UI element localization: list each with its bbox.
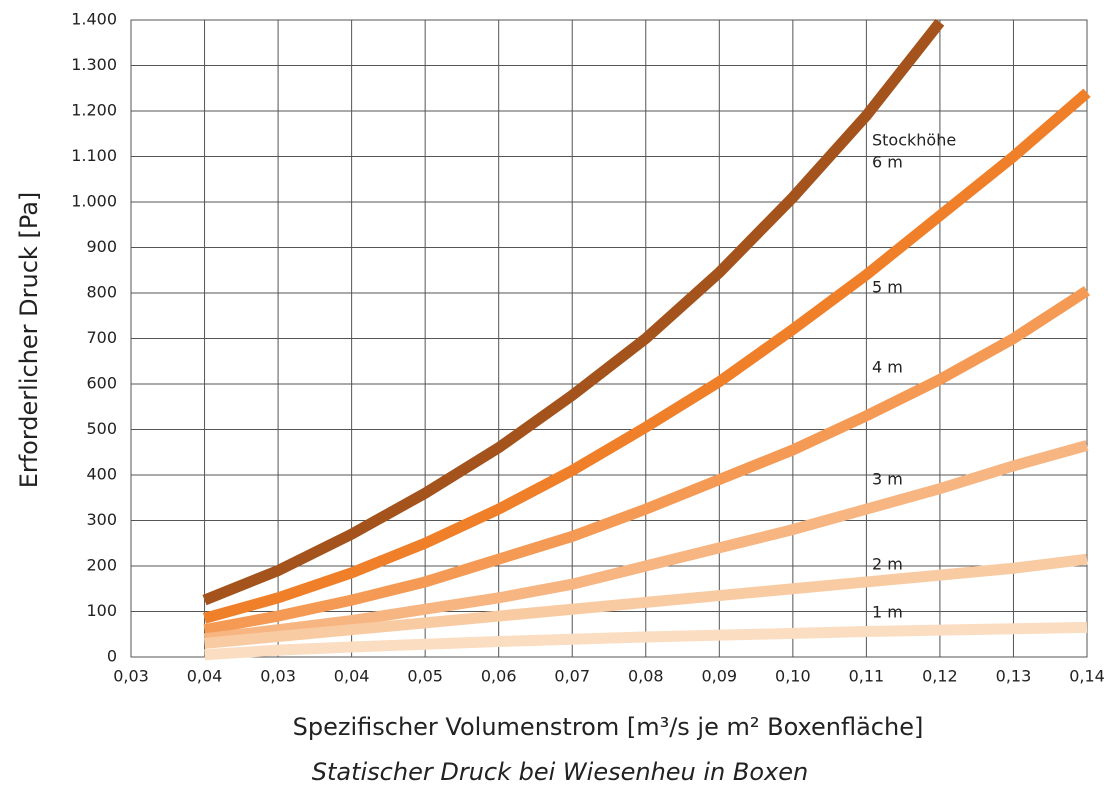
y-axis-title: Erforderlicher Druck [Pa] (15, 192, 43, 489)
x-tick-label: 0,08 (628, 667, 664, 686)
y-tick-label: 700 (86, 328, 117, 347)
y-tick-label: 1.300 (71, 55, 117, 74)
y-tick-label: 200 (86, 556, 117, 575)
y-tick-label: 400 (86, 465, 117, 484)
series-label: 2 m (872, 555, 903, 574)
legend-title: Stockhöhe (872, 131, 956, 150)
x-tick-label: 0,06 (481, 667, 517, 686)
y-tick-label: 1.200 (71, 101, 117, 120)
series-label: 6 m (872, 153, 903, 172)
series-label: 1 m (872, 603, 903, 622)
y-tick-label: 100 (86, 601, 117, 620)
series-line (204, 553, 1088, 649)
series-line (203, 286, 1090, 636)
x-tick-label: 0,04 (187, 667, 223, 686)
y-tick-label: 800 (86, 283, 117, 302)
x-tick-label: 0,14 (1069, 667, 1105, 686)
x-tick-label: 0,10 (775, 667, 811, 686)
x-tick-label: 0,04 (334, 667, 370, 686)
y-tick-label: 600 (86, 374, 117, 393)
x-axis-title: Spezifischer Volumenstrom [m³/s je m² Bo… (293, 713, 924, 741)
y-tick-label: 1.400 (71, 10, 117, 29)
y-tick-label: 900 (86, 237, 117, 256)
x-tick-label: 0,03 (260, 667, 296, 686)
x-tick-label: 0,13 (996, 667, 1032, 686)
x-tick-label: 0,07 (554, 667, 590, 686)
y-tick-label: 500 (86, 419, 117, 438)
x-tick-label: 0,12 (922, 667, 958, 686)
y-tick-label: 1.000 (71, 192, 117, 211)
y-tick-label: 1.100 (71, 146, 117, 165)
series-line (204, 621, 1088, 661)
series-line (203, 88, 1091, 624)
series-label: 5 m (872, 278, 903, 297)
series-label: 4 m (872, 358, 903, 377)
y-tick-label: 0 (107, 647, 117, 666)
y-tick-label: 300 (86, 510, 117, 529)
chart-title: Statischer Druck bei Wiesenheu in Boxen (312, 758, 808, 786)
x-tick-label: 0,11 (849, 667, 885, 686)
series-line (203, 440, 1089, 645)
series-label: 3 m (872, 470, 903, 489)
series-line (202, 18, 945, 606)
x-tick-label: 0,09 (701, 667, 737, 686)
x-tick-label: 0,05 (407, 667, 443, 686)
x-tick-label: 0,03 (113, 667, 149, 686)
